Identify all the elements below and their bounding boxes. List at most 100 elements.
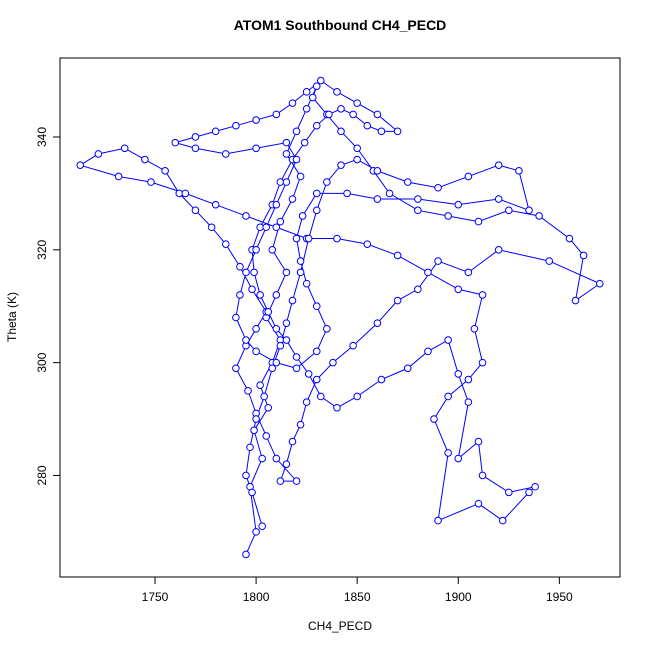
data-point bbox=[252, 415, 260, 423]
data-point bbox=[505, 488, 513, 497]
data-point bbox=[236, 262, 244, 271]
data-point bbox=[298, 212, 307, 220]
data-point bbox=[337, 127, 345, 136]
data-point bbox=[302, 398, 311, 406]
data-point bbox=[282, 268, 291, 277]
data-point bbox=[161, 167, 169, 175]
data-point bbox=[276, 477, 285, 485]
data-point bbox=[292, 155, 301, 164]
data-point bbox=[316, 76, 325, 85]
data-point bbox=[474, 437, 483, 446]
data-point bbox=[565, 234, 574, 243]
data-point bbox=[414, 195, 422, 203]
data-point bbox=[276, 217, 285, 226]
data-point bbox=[515, 167, 523, 175]
data-point bbox=[211, 200, 220, 209]
data-point bbox=[292, 477, 301, 485]
data-point bbox=[363, 121, 372, 130]
data-point bbox=[272, 358, 281, 367]
y-tick-label: 300 bbox=[35, 352, 49, 372]
data-point bbox=[430, 415, 438, 423]
data-point bbox=[312, 302, 321, 311]
y-tick-label: 320 bbox=[35, 239, 49, 259]
data-point bbox=[353, 144, 361, 153]
data-point bbox=[464, 375, 473, 384]
data-point bbox=[454, 285, 463, 294]
x-tick-label: 1800 bbox=[243, 590, 270, 604]
data-point bbox=[296, 172, 305, 181]
data-point bbox=[246, 443, 254, 452]
data-point bbox=[464, 268, 473, 277]
data-point bbox=[114, 172, 123, 181]
data-point bbox=[302, 88, 311, 96]
data-point bbox=[385, 189, 394, 198]
data-point bbox=[337, 161, 345, 169]
data-point bbox=[268, 246, 277, 254]
x-tick-label: 1750 bbox=[142, 590, 169, 604]
data-point bbox=[312, 347, 321, 356]
data-point bbox=[262, 223, 271, 232]
data-point bbox=[353, 99, 361, 107]
data-point bbox=[494, 161, 503, 169]
data-point bbox=[444, 449, 452, 457]
data-point bbox=[272, 223, 281, 232]
data-point bbox=[292, 234, 301, 243]
data-point bbox=[252, 324, 260, 333]
data-point bbox=[454, 200, 463, 209]
data-point bbox=[444, 392, 452, 401]
data-point bbox=[525, 488, 533, 497]
data-point bbox=[454, 454, 463, 463]
data-point bbox=[242, 471, 250, 480]
y-tick-label: 340 bbox=[35, 127, 49, 147]
data-point bbox=[337, 104, 345, 113]
data-point bbox=[252, 347, 260, 356]
data-point bbox=[191, 144, 200, 153]
data-point bbox=[393, 296, 402, 305]
data-point bbox=[304, 234, 313, 243]
data-point bbox=[333, 403, 341, 412]
data-point bbox=[171, 138, 180, 147]
chart-title: ATOM1 Southbound CH4_PECD bbox=[234, 17, 447, 33]
data-point bbox=[94, 150, 103, 158]
data-point bbox=[232, 364, 240, 373]
data-point bbox=[373, 195, 382, 203]
data-point bbox=[434, 516, 442, 525]
data-point bbox=[424, 268, 432, 277]
data-point bbox=[304, 370, 313, 378]
data-point bbox=[252, 144, 260, 153]
data-point bbox=[464, 398, 473, 406]
data-point bbox=[464, 172, 473, 181]
data-point bbox=[531, 482, 539, 491]
data-point bbox=[545, 257, 554, 265]
plot-frame bbox=[59, 57, 621, 578]
data-point bbox=[505, 206, 513, 215]
data-point bbox=[256, 381, 264, 389]
data-point bbox=[250, 426, 258, 435]
data-point bbox=[282, 138, 291, 147]
data-point bbox=[494, 195, 503, 203]
data-point bbox=[242, 268, 250, 277]
data-point bbox=[221, 240, 230, 248]
data-point bbox=[292, 353, 301, 361]
data-point bbox=[282, 150, 291, 158]
data-point bbox=[403, 364, 412, 373]
data-point bbox=[300, 138, 309, 147]
data-point bbox=[434, 257, 442, 265]
x-tick-label: 1950 bbox=[546, 590, 573, 604]
data-point bbox=[308, 93, 317, 102]
data-point bbox=[260, 392, 268, 401]
data-point bbox=[207, 223, 216, 232]
data-point bbox=[373, 110, 382, 119]
data-point bbox=[272, 324, 281, 333]
data-point bbox=[414, 206, 422, 215]
data-point bbox=[377, 127, 386, 136]
data-point bbox=[236, 291, 244, 299]
data-point bbox=[262, 432, 271, 440]
data-point bbox=[292, 364, 301, 373]
y-tick-label: 280 bbox=[35, 465, 49, 485]
data-point bbox=[288, 296, 297, 305]
y-axis-label: Theta (K) bbox=[5, 292, 19, 342]
data-point bbox=[282, 319, 291, 327]
data-point bbox=[343, 189, 351, 198]
